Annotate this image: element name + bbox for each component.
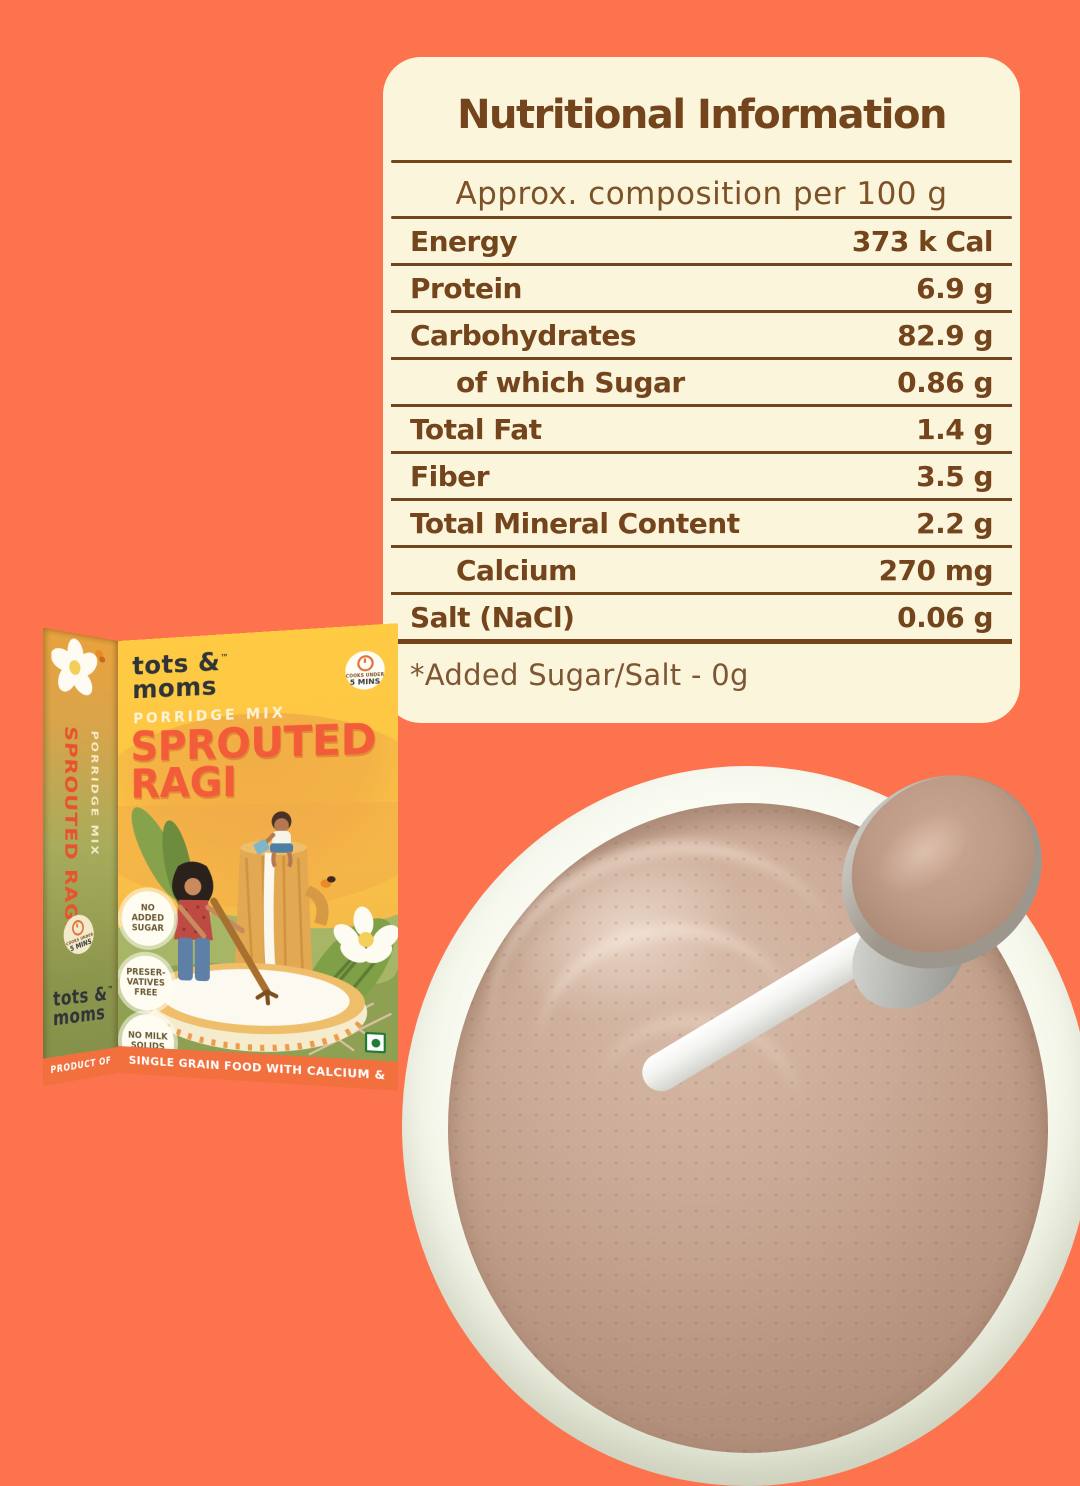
divider <box>391 160 1012 163</box>
vegetarian-mark-icon <box>365 1032 386 1054</box>
row-label: Salt (NaCl) <box>410 601 574 634</box>
row-value: 2.2 g <box>916 507 993 540</box>
product-box-side-panel: PORRIDGE MIX SPROUTED RAGI COOKS UNDER 5… <box>43 628 118 1086</box>
side-category-label: PORRIDGE MIX <box>89 730 100 924</box>
row-label: Fiber <box>410 460 489 493</box>
nutrition-title: Nutritional Information <box>383 90 1020 140</box>
table-row: Total Fat 1.4 g <box>391 407 1012 454</box>
nutrition-card: Nutritional Information Approx. composit… <box>383 57 1020 723</box>
table-row: Carbohydrates 82.9 g <box>391 313 1012 360</box>
table-row: Salt (NaCl) 0.06 g <box>391 595 1012 644</box>
claim-badge: NO ADDED SUGAR <box>122 891 174 946</box>
row-value: 3.5 g <box>916 460 993 493</box>
nutrition-subtitle: Approx. composition per 100 g <box>383 172 1020 216</box>
row-label: of which Sugar <box>410 366 685 399</box>
row-label: Calcium <box>410 554 577 587</box>
nutrition-footnote: *Added Sugar/Salt - 0g <box>391 658 1012 692</box>
row-value: 6.9 g <box>916 272 993 305</box>
product-name: SPROUTED RAGI <box>130 720 376 803</box>
table-row: of which Sugar 0.86 g <box>391 360 1012 407</box>
table-row: Calcium 270 mg <box>391 548 1012 595</box>
row-label: Protein <box>410 272 522 305</box>
row-label: Total Fat <box>410 413 542 446</box>
table-row: Fiber 3.5 g <box>391 454 1012 501</box>
row-value: 0.86 g <box>897 366 993 399</box>
nutrition-table: Energy 373 k Cal Protein 6.9 g Carbohydr… <box>391 219 1012 644</box>
brand-logo: tots &™ moms <box>53 979 114 1030</box>
product-box-front-panel: tots &™ moms COOKS UNDER 5 MINS PORRIDGE… <box>118 623 398 1091</box>
row-value: 270 mg <box>879 554 993 587</box>
row-label: Carbohydrates <box>410 319 636 352</box>
plumeria-flower-icon <box>51 633 108 711</box>
row-label: Energy <box>410 225 517 258</box>
row-value: 0.06 g <box>897 601 993 634</box>
cook-time-badge: COOKS UNDER 5 MINS <box>345 650 384 691</box>
table-row: Protein 6.9 g <box>391 266 1012 313</box>
row-label: Total Mineral Content <box>410 507 740 540</box>
row-value: 82.9 g <box>897 319 993 352</box>
table-row: Total Mineral Content 2.2 g <box>391 501 1012 548</box>
table-row: Energy 373 k Cal <box>391 219 1012 266</box>
origin-strip: PRODUCT OF INDIA <box>43 1047 118 1086</box>
row-value: 1.4 g <box>916 413 993 446</box>
clock-icon <box>357 654 373 671</box>
row-value: 373 k Cal <box>852 225 993 258</box>
brand-logo: tots &™ moms <box>132 645 229 702</box>
